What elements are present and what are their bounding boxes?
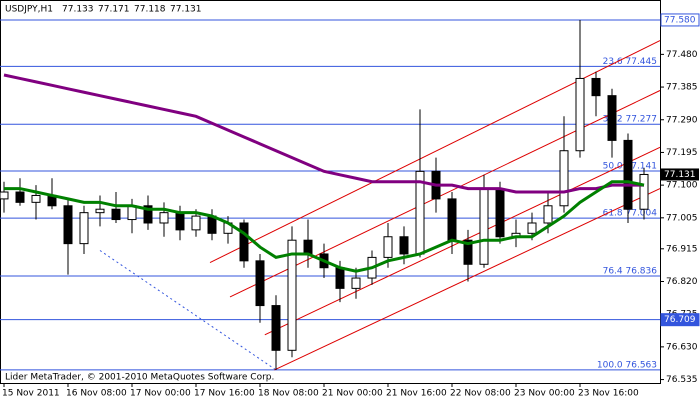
channel-line (209, 40, 661, 264)
body (31, 194, 41, 203)
moving-average (3, 73, 644, 194)
symbol: USDJPY,H1 (5, 5, 53, 15)
body (303, 239, 313, 255)
y-tick-label: 77.480 (666, 50, 698, 60)
ohlc-value: 77.118 (134, 5, 166, 15)
body (639, 173, 649, 210)
x-tick-label: 23 Nov 16:00 (578, 389, 639, 399)
x-tick-label: 22 Nov 08:00 (450, 389, 511, 399)
body (0, 191, 9, 200)
fib-base (99, 250, 277, 371)
y-tick-label: 76.915 (666, 244, 698, 254)
price-box (660, 313, 700, 327)
body (175, 212, 185, 231)
price-box-label: 76.709 (664, 315, 696, 325)
channel-line (274, 188, 661, 371)
y-tick-label: 77.100 (666, 181, 698, 191)
body (159, 212, 169, 224)
body (191, 215, 201, 231)
y-tick-label: 77.195 (666, 148, 698, 158)
body (143, 205, 153, 224)
fib-label: 23.6 77.445 (603, 57, 657, 67)
price-box (660, 13, 700, 27)
fib-label: 61.8 77.004 (603, 209, 658, 219)
body (383, 236, 393, 258)
price-box-label: 77.580 (664, 15, 696, 25)
ohlc-value: 77.131 (170, 5, 202, 15)
x-tick-label: 23 Nov 00:00 (514, 389, 575, 399)
y-tick-label: 77.290 (666, 115, 698, 125)
body (111, 208, 121, 221)
moving-average (4, 180, 645, 273)
body (559, 150, 569, 207)
channel-line (229, 90, 661, 298)
body (95, 208, 105, 214)
body (463, 239, 473, 265)
body (271, 305, 281, 351)
body (287, 239, 297, 351)
current-box (661, 168, 699, 181)
y-tick-label: 76.535 (666, 375, 698, 385)
current-label: 77.131 (664, 170, 696, 180)
body (351, 277, 361, 289)
body (607, 95, 617, 141)
body (479, 188, 489, 265)
x-tick-label: 18 Nov 08:00 (258, 389, 319, 399)
body (63, 205, 73, 245)
body (399, 236, 409, 255)
body (495, 188, 505, 238)
y-tick-label: 76.630 (666, 342, 698, 352)
x-tick-label: 15 Nov 2011 (2, 389, 60, 399)
body (575, 77, 585, 152)
y-tick-label: 76.820 (666, 277, 698, 287)
body (447, 198, 457, 241)
footer: Lider MetaTrader, © 2001-2010 MetaQuotes… (5, 373, 274, 383)
body (527, 222, 537, 234)
body (623, 139, 633, 210)
x-tick-label: 17 Nov 00:00 (130, 389, 191, 399)
body (15, 191, 25, 203)
y-tick-label: 77.385 (666, 83, 698, 93)
fib-label: 76.4 76.836 (603, 266, 658, 276)
fib-label: 100.0 76.563 (597, 360, 657, 370)
body (255, 260, 265, 307)
body (335, 267, 345, 289)
x-tick-label: 16 Nov 08:00 (66, 389, 127, 399)
ohlc-value: 77.133 (62, 5, 94, 15)
fib-label: 38.2 77.277 (603, 115, 657, 125)
body (79, 212, 89, 245)
ohlc-value: 77.171 (98, 5, 130, 15)
x-tick-label: 17 Nov 16:00 (194, 389, 255, 399)
body (543, 205, 553, 224)
x-tick-label: 21 Nov 00:00 (322, 389, 383, 399)
y-tick-label: 77.005 (666, 213, 698, 223)
body (591, 77, 601, 97)
x-tick-label: 21 Nov 16:00 (386, 389, 447, 399)
body (239, 222, 249, 262)
